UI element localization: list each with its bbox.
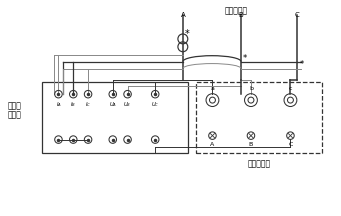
Text: 空负载: 空负载 <box>8 102 22 111</box>
Text: b: b <box>249 86 253 91</box>
Text: 测试仪: 测试仪 <box>8 110 22 119</box>
Text: C: C <box>288 141 293 147</box>
Text: *: * <box>299 60 303 69</box>
Text: *: * <box>243 54 247 63</box>
Text: *: * <box>185 29 190 39</box>
Text: $I_B$: $I_B$ <box>70 100 76 108</box>
Text: a: a <box>210 86 214 91</box>
Bar <box>42 82 188 153</box>
Text: $I_A$: $I_A$ <box>56 100 61 108</box>
Text: A: A <box>210 141 214 147</box>
Text: $U_B$: $U_B$ <box>123 100 132 108</box>
Text: $U_C$: $U_C$ <box>151 100 160 108</box>
Bar <box>196 82 322 153</box>
Text: 三相变压器: 三相变压器 <box>247 159 270 168</box>
Text: $I_C$: $I_C$ <box>85 100 91 108</box>
Text: $U_A$: $U_A$ <box>109 100 117 108</box>
Text: A: A <box>180 12 185 18</box>
Text: B: B <box>249 141 253 147</box>
Text: B: B <box>239 12 243 18</box>
Text: C: C <box>295 12 300 18</box>
Text: c: c <box>289 86 292 91</box>
Text: 调压器输出: 调压器输出 <box>225 6 248 15</box>
